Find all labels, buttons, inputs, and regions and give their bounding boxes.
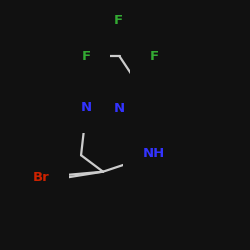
Text: F: F <box>82 50 91 63</box>
Text: N: N <box>114 102 125 115</box>
Text: Br: Br <box>33 171 50 184</box>
Text: NH: NH <box>143 147 165 160</box>
Text: F: F <box>150 50 159 63</box>
Text: N: N <box>81 101 92 114</box>
Text: F: F <box>114 14 123 27</box>
